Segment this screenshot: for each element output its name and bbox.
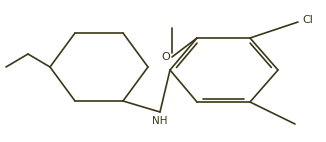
Text: Cl: Cl: [302, 15, 313, 25]
Text: O: O: [161, 52, 170, 62]
Text: NH: NH: [152, 116, 168, 126]
